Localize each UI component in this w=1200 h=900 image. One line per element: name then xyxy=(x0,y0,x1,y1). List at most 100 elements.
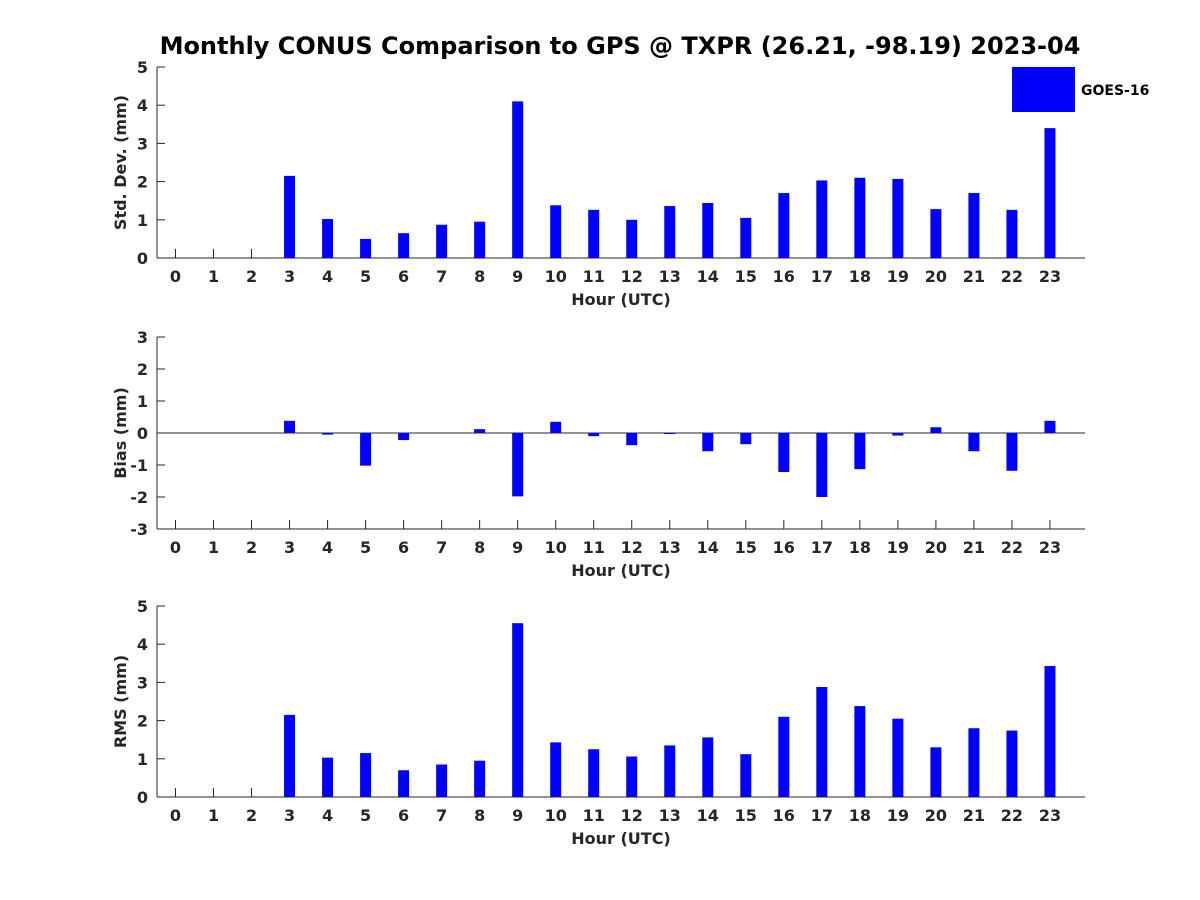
x-tick-label: 4 xyxy=(322,806,333,825)
x-tick-label: 10 xyxy=(545,538,567,557)
x-tick-label: 17 xyxy=(811,267,833,286)
bar-hour-20 xyxy=(930,209,942,258)
bar-hour-15 xyxy=(740,754,752,797)
x-tick-label: 21 xyxy=(963,806,985,825)
x-tick-label: 5 xyxy=(360,267,371,286)
x-tick-label: 8 xyxy=(474,538,485,557)
bar-hour-14 xyxy=(702,737,714,797)
x-tick-label: 12 xyxy=(621,538,643,557)
x-tick-label: 21 xyxy=(963,267,985,286)
bar-hour-8 xyxy=(474,760,486,797)
bar-hour-21 xyxy=(968,728,980,797)
x-tick-label: 2 xyxy=(246,538,257,557)
bar-hour-12 xyxy=(626,756,638,797)
bar-hour-4 xyxy=(322,433,334,435)
y-tick-label: 3 xyxy=(137,134,148,153)
x-tick-label: 15 xyxy=(735,806,757,825)
x-tick-label: 0 xyxy=(170,806,181,825)
x-tick-label: 6 xyxy=(398,538,409,557)
x-tick-label: 18 xyxy=(849,267,871,286)
x-tick-label: 10 xyxy=(545,267,567,286)
bar-hour-16 xyxy=(778,433,790,473)
x-tick-label: 18 xyxy=(849,538,871,557)
y-tick-label: 1 xyxy=(137,392,148,411)
x-tick-label: 23 xyxy=(1039,806,1061,825)
bar-hour-6 xyxy=(398,233,410,258)
x-tick-label: 16 xyxy=(773,538,795,557)
x-tick-label: 13 xyxy=(659,267,681,286)
bar-hour-16 xyxy=(778,193,790,258)
y-axis-label: Bias (mm) xyxy=(111,387,130,479)
x-tick-label: 15 xyxy=(735,267,757,286)
bar-hour-10 xyxy=(550,421,562,433)
y-tick-label: 3 xyxy=(137,328,148,347)
bar-hour-19 xyxy=(892,718,904,797)
x-tick-label: 7 xyxy=(436,267,447,286)
y-tick-label: 5 xyxy=(137,58,148,77)
bar-hour-8 xyxy=(474,429,486,433)
x-tick-label: 19 xyxy=(887,806,909,825)
x-tick-label: 11 xyxy=(583,806,605,825)
bar-hour-20 xyxy=(930,427,942,433)
x-tick-label: 22 xyxy=(1001,267,1023,286)
bar-hour-17 xyxy=(816,686,828,797)
bar-hour-23 xyxy=(1044,128,1056,258)
y-tick-label: -1 xyxy=(130,456,148,475)
y-tick-label: 4 xyxy=(137,96,148,115)
y-axis-label: Std. Dev. (mm) xyxy=(111,95,130,230)
bar-hour-3 xyxy=(284,175,296,258)
x-tick-label: 20 xyxy=(925,806,947,825)
y-tick-label: 2 xyxy=(137,173,148,192)
bar-hour-12 xyxy=(626,433,638,446)
bar-hour-12 xyxy=(626,219,638,258)
bar-hour-17 xyxy=(816,433,828,497)
x-axis-label: Hour (UTC) xyxy=(571,829,671,848)
bar-hour-11 xyxy=(588,749,600,797)
bar-hour-7 xyxy=(436,764,448,797)
bar-hour-21 xyxy=(968,433,980,452)
x-tick-label: 14 xyxy=(697,267,719,286)
x-tick-label: 4 xyxy=(322,538,333,557)
x-tick-label: 11 xyxy=(583,267,605,286)
bar-hour-18 xyxy=(854,706,866,797)
x-tick-label: 19 xyxy=(887,538,909,557)
x-axis-label: Hour (UTC) xyxy=(571,290,671,309)
legend: GOES-16 xyxy=(1012,67,1149,112)
y-tick-label: 3 xyxy=(137,673,148,692)
x-tick-label: 7 xyxy=(436,806,447,825)
y-tick-label: 0 xyxy=(137,788,148,807)
bar-hour-13 xyxy=(664,206,676,258)
bar-hour-5 xyxy=(360,433,372,466)
bar-hour-9 xyxy=(512,101,524,258)
bar-hour-14 xyxy=(702,202,714,258)
legend-swatch xyxy=(1012,67,1075,112)
bar-hour-6 xyxy=(398,770,410,797)
bar-hour-6 xyxy=(398,433,410,441)
chart-title: Monthly CONUS Comparison to GPS @ TXPR (… xyxy=(160,32,1081,60)
x-tick-label: 0 xyxy=(170,538,181,557)
x-tick-label: 9 xyxy=(512,806,523,825)
x-tick-label: 12 xyxy=(621,806,643,825)
x-tick-label: 6 xyxy=(398,806,409,825)
bar-hour-5 xyxy=(360,753,372,797)
x-tick-label: 20 xyxy=(925,267,947,286)
x-tick-label: 1 xyxy=(208,538,219,557)
x-tick-label: 9 xyxy=(512,267,523,286)
x-tick-label: 8 xyxy=(474,806,485,825)
bar-hour-5 xyxy=(360,238,372,258)
y-tick-label: 5 xyxy=(137,597,148,616)
bar-hour-10 xyxy=(550,205,562,258)
x-tick-label: 17 xyxy=(811,806,833,825)
x-tick-label: 19 xyxy=(887,267,909,286)
x-tick-label: 16 xyxy=(773,267,795,286)
bar-hour-9 xyxy=(512,623,524,797)
legend-label: GOES-16 xyxy=(1081,83,1149,99)
y-tick-label: -2 xyxy=(130,488,148,507)
x-tick-label: 14 xyxy=(697,538,719,557)
x-tick-label: 1 xyxy=(208,806,219,825)
x-tick-label: 21 xyxy=(963,538,985,557)
